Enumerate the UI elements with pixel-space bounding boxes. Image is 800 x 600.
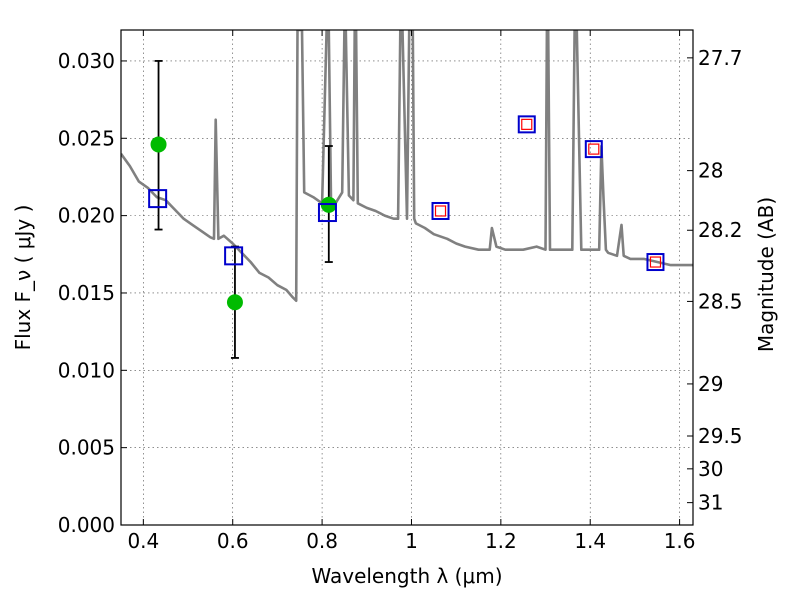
grid — [121, 30, 693, 526]
right-tick-label: 28.2 — [698, 218, 743, 242]
model-flux-square — [517, 115, 536, 134]
x-tick-label: 0.6 — [217, 529, 249, 553]
predicted-flux-square — [588, 143, 600, 155]
y-tick-label: 0.005 — [58, 436, 115, 460]
right-tick-label: 27.7 — [698, 46, 743, 70]
right-tick-label: 31 — [698, 491, 723, 515]
x-tick-label: 0.4 — [127, 529, 159, 553]
y-tick-label: 0.000 — [58, 513, 115, 537]
model-flux-square — [646, 253, 665, 272]
x-tick-label: 0.8 — [306, 529, 338, 553]
observed-flux-point — [150, 136, 167, 153]
model-flux-square — [148, 189, 168, 209]
right-tick-label: 28.5 — [698, 289, 743, 313]
plot-frame — [120, 29, 694, 526]
right-tick-label: 29.5 — [698, 424, 743, 448]
model-spectrum — [121, 30, 693, 302]
right-tick-label: 28 — [698, 159, 723, 183]
y-tick-label: 0.020 — [58, 204, 115, 228]
x-tick-label: 1.4 — [574, 529, 606, 553]
predicted-flux-square — [434, 205, 447, 217]
right-tick-label: 29 — [698, 372, 723, 396]
model-flux-square — [431, 201, 450, 220]
y-tick-label: 0.010 — [58, 358, 115, 382]
model-flux-square — [224, 246, 244, 266]
x-tick-label: 1 — [405, 529, 418, 553]
predicted-flux-square — [521, 118, 533, 130]
x-tick-label: 1.6 — [664, 529, 696, 553]
right-axis-label: Magnitude (AB) — [754, 197, 778, 352]
model-flux-square — [317, 203, 337, 223]
predicted-flux-square — [649, 256, 662, 268]
y-tick-label: 0.015 — [58, 281, 115, 305]
x-tick-label: 1.2 — [485, 529, 517, 553]
model-flux-square — [584, 140, 603, 159]
data-points — [148, 60, 665, 359]
observed-flux-point — [226, 294, 243, 311]
x-axis-label: Wavelength λ (μm) — [311, 564, 502, 588]
right-tick-label: 30 — [698, 457, 723, 481]
y-axis-label: Flux F_ν ( μJy ) — [11, 205, 35, 351]
axis-ticks: 0.4 0.6 0.8 1 1.2 1.4 1.6 0.000 0.005 0.010 0.015 0… — [58, 30, 743, 553]
spectrum-line — [121, 30, 693, 302]
y-tick-label: 0.030 — [58, 49, 115, 73]
y-tick-label: 0.025 — [58, 126, 115, 150]
